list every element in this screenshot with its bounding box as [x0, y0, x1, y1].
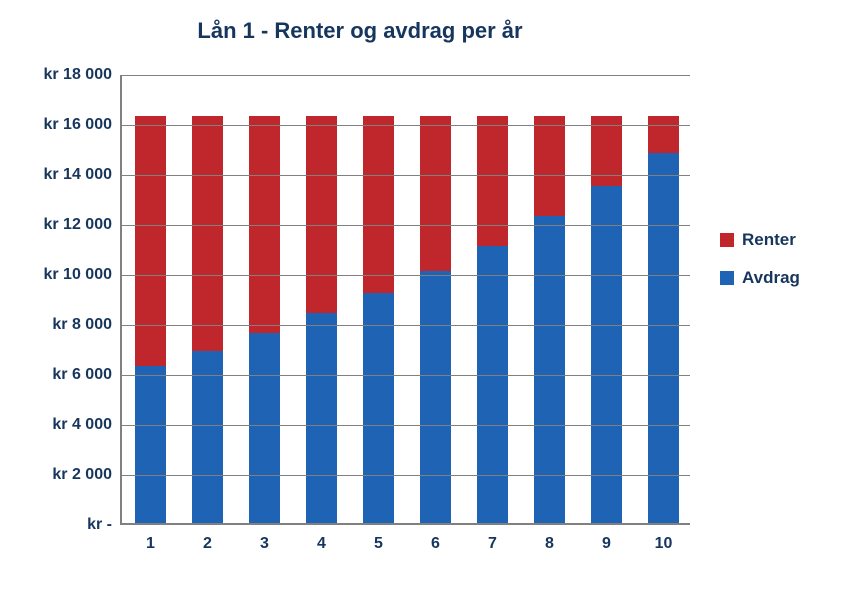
- xtick-label: 8: [545, 523, 554, 553]
- bar-group: [591, 116, 622, 524]
- chart-title: Lån 1 - Renter og avdrag per år: [0, 18, 720, 44]
- bar-segment-renter: [192, 116, 223, 351]
- bar-group: [363, 116, 394, 524]
- gridline: [122, 125, 690, 126]
- bar-segment-avdrag: [306, 313, 337, 523]
- bar-group: [249, 116, 280, 524]
- plot-area: kr -kr 2 000kr 4 000kr 6 000kr 8 000kr 1…: [120, 75, 690, 525]
- gridline: [122, 375, 690, 376]
- bar-segment-avdrag: [591, 186, 622, 524]
- ytick-label: kr -: [87, 516, 122, 534]
- xtick-label: 10: [655, 523, 673, 553]
- bar-segment-avdrag: [363, 293, 394, 523]
- ytick-label: kr 2 000: [52, 466, 122, 484]
- bar-group: [648, 116, 679, 524]
- bar-segment-avdrag: [477, 246, 508, 524]
- ytick-label: kr 8 000: [52, 316, 122, 334]
- bar-segment-renter: [363, 116, 394, 294]
- bar-segment-renter: [648, 116, 679, 154]
- ytick-label: kr 4 000: [52, 416, 122, 434]
- legend-swatch: [720, 233, 734, 247]
- ytick-label: kr 12 000: [43, 216, 122, 234]
- gridline: [122, 425, 690, 426]
- bar-segment-renter: [135, 116, 166, 366]
- bar-segment-avdrag: [249, 333, 280, 523]
- bar-segment-avdrag: [192, 351, 223, 524]
- gridline: [122, 225, 690, 226]
- gridline: [122, 325, 690, 326]
- legend-label: Avdrag: [742, 268, 800, 288]
- legend-item-avdrag: Avdrag: [720, 268, 800, 288]
- gridline: [122, 275, 690, 276]
- bar-segment-avdrag: [420, 271, 451, 524]
- ytick-label: kr 14 000: [43, 166, 122, 184]
- xtick-label: 6: [431, 523, 440, 553]
- ytick-label: kr 6 000: [52, 366, 122, 384]
- legend-item-renter: Renter: [720, 230, 800, 250]
- xtick-label: 3: [260, 523, 269, 553]
- ytick-label: kr 10 000: [43, 266, 122, 284]
- bar-segment-avdrag: [135, 366, 166, 524]
- chart-container: Lån 1 - Renter og avdrag per år kr -kr 2…: [0, 0, 864, 608]
- ytick-label: kr 16 000: [43, 116, 122, 134]
- bar-segment-renter: [306, 116, 337, 314]
- bar-segment-avdrag: [648, 153, 679, 523]
- gridline: [122, 75, 690, 76]
- bar-group: [306, 116, 337, 524]
- bar-group: [420, 116, 451, 524]
- bar-group: [477, 116, 508, 524]
- gridline: [122, 475, 690, 476]
- legend-label: Renter: [742, 230, 796, 250]
- bar-group: [135, 116, 166, 524]
- gridline: [122, 175, 690, 176]
- bar-group: [534, 116, 565, 524]
- bar-segment-renter: [534, 116, 565, 216]
- xtick-label: 4: [317, 523, 326, 553]
- bar-segment-avdrag: [534, 216, 565, 524]
- bar-segment-renter: [420, 116, 451, 271]
- legend: Renter Avdrag: [720, 230, 800, 288]
- xtick-label: 1: [146, 523, 155, 553]
- bar-group: [192, 116, 223, 524]
- legend-swatch: [720, 271, 734, 285]
- xtick-label: 5: [374, 523, 383, 553]
- bar-segment-renter: [477, 116, 508, 246]
- ytick-label: kr 18 000: [43, 66, 122, 84]
- xtick-label: 7: [488, 523, 497, 553]
- xtick-label: 2: [203, 523, 212, 553]
- bars-layer: [122, 75, 690, 523]
- xtick-label: 9: [602, 523, 611, 553]
